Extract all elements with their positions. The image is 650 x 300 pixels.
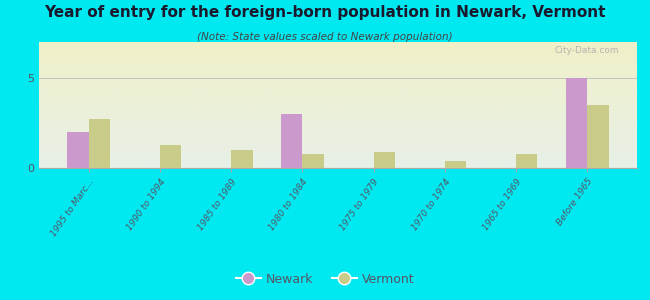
Bar xyxy=(566,78,587,168)
Text: City-Data.com: City-Data.com xyxy=(554,46,619,55)
Bar xyxy=(374,152,395,168)
Bar xyxy=(445,161,466,168)
Text: Year of entry for the foreign-born population in Newark, Vermont: Year of entry for the foreign-born popul… xyxy=(44,4,606,20)
Bar xyxy=(587,105,608,168)
Bar xyxy=(231,150,253,168)
Bar xyxy=(68,132,89,168)
Legend: Newark, Vermont: Newark, Vermont xyxy=(231,268,419,291)
Bar xyxy=(516,154,538,168)
Bar xyxy=(302,154,324,168)
Bar xyxy=(160,145,181,168)
Bar xyxy=(281,114,302,168)
Text: (Note: State values scaled to Newark population): (Note: State values scaled to Newark pop… xyxy=(197,32,453,41)
Bar xyxy=(89,119,111,168)
